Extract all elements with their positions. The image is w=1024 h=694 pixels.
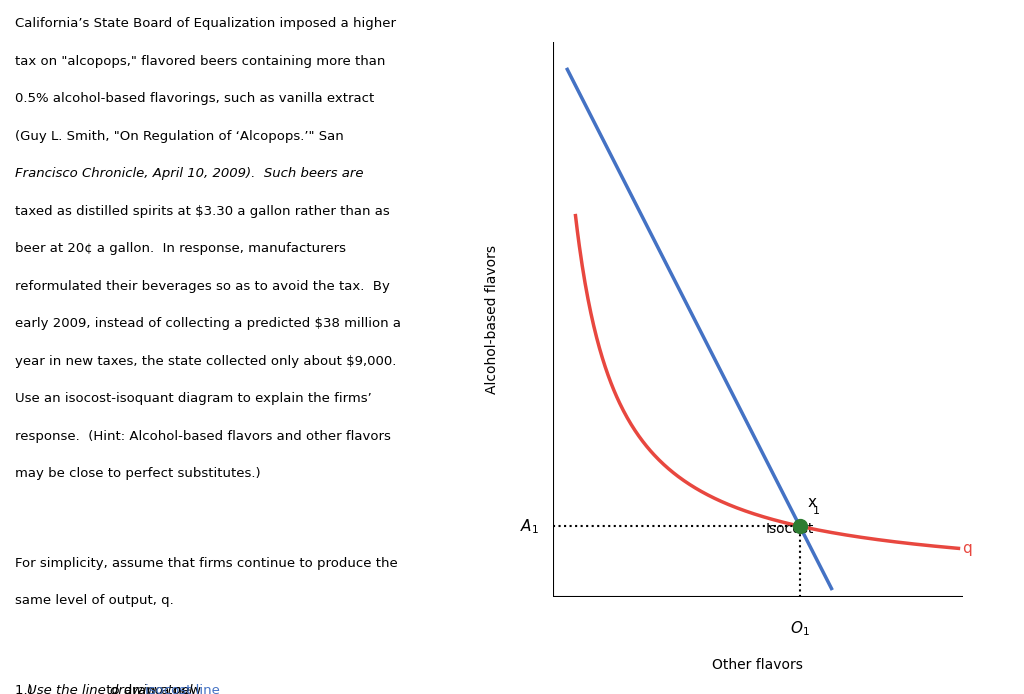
Text: Francisco Chronicle, April 10, 2009).  Such beers are: Francisco Chronicle, April 10, 2009). Su… [15, 167, 364, 180]
Text: early 2009, instead of collecting a predicted $38 million a: early 2009, instead of collecting a pred… [15, 317, 401, 330]
Text: isocost line: isocost line [145, 684, 220, 694]
Text: For simplicity, assume that firms continue to produce the: For simplicity, assume that firms contin… [15, 557, 398, 570]
Text: Use the line drawing tool: Use the line drawing tool [27, 684, 193, 694]
Text: Use an isocost-isoquant diagram to explain the firms’: Use an isocost-isoquant diagram to expla… [15, 392, 372, 405]
Text: California’s State Board of Equalization imposed a higher: California’s State Board of Equalization… [15, 17, 396, 31]
Text: $O_1$: $O_1$ [790, 619, 810, 638]
Text: Other flavors: Other flavors [713, 658, 803, 672]
Text: taxed as distilled spirits at $3.30 a gallon rather than as: taxed as distilled spirits at $3.30 a ga… [15, 205, 390, 218]
Text: 1: 1 [813, 507, 820, 516]
Text: q: q [963, 541, 973, 556]
Text: may be close to perfect substitutes.): may be close to perfect substitutes.) [15, 467, 261, 480]
Text: tax on "alcopops," flavored beers containing more than: tax on "alcopops," flavored beers contai… [15, 55, 386, 68]
Text: $A_1$: $A_1$ [519, 517, 539, 536]
Text: 1.): 1.) [15, 684, 37, 694]
Text: reformulated their beverages so as to avoid the tax.  By: reformulated their beverages so as to av… [15, 280, 390, 293]
Text: x: x [808, 495, 817, 509]
Text: response.  (Hint: Alcohol-based flavors and other flavors: response. (Hint: Alcohol-based flavors a… [15, 430, 391, 443]
Text: same level of output, q.: same level of output, q. [15, 594, 174, 607]
Text: to draw a new: to draw a new [102, 684, 206, 694]
Text: beer at 20¢ a gallon.  In response, manufacturers: beer at 20¢ a gallon. In response, manuf… [15, 242, 346, 255]
Text: Isocost: Isocost [766, 522, 814, 536]
Text: Alcohol-based flavors: Alcohol-based flavors [484, 245, 499, 393]
Text: year in new taxes, the state collected only about $9,000.: year in new taxes, the state collected o… [15, 355, 396, 368]
Text: (Guy L. Smith, "On Regulation of ‘Alcopops.’" San: (Guy L. Smith, "On Regulation of ‘Alcopo… [15, 130, 344, 143]
Text: 0.5% alcohol-based flavorings, such as vanilla extract: 0.5% alcohol-based flavorings, such as v… [15, 92, 375, 105]
